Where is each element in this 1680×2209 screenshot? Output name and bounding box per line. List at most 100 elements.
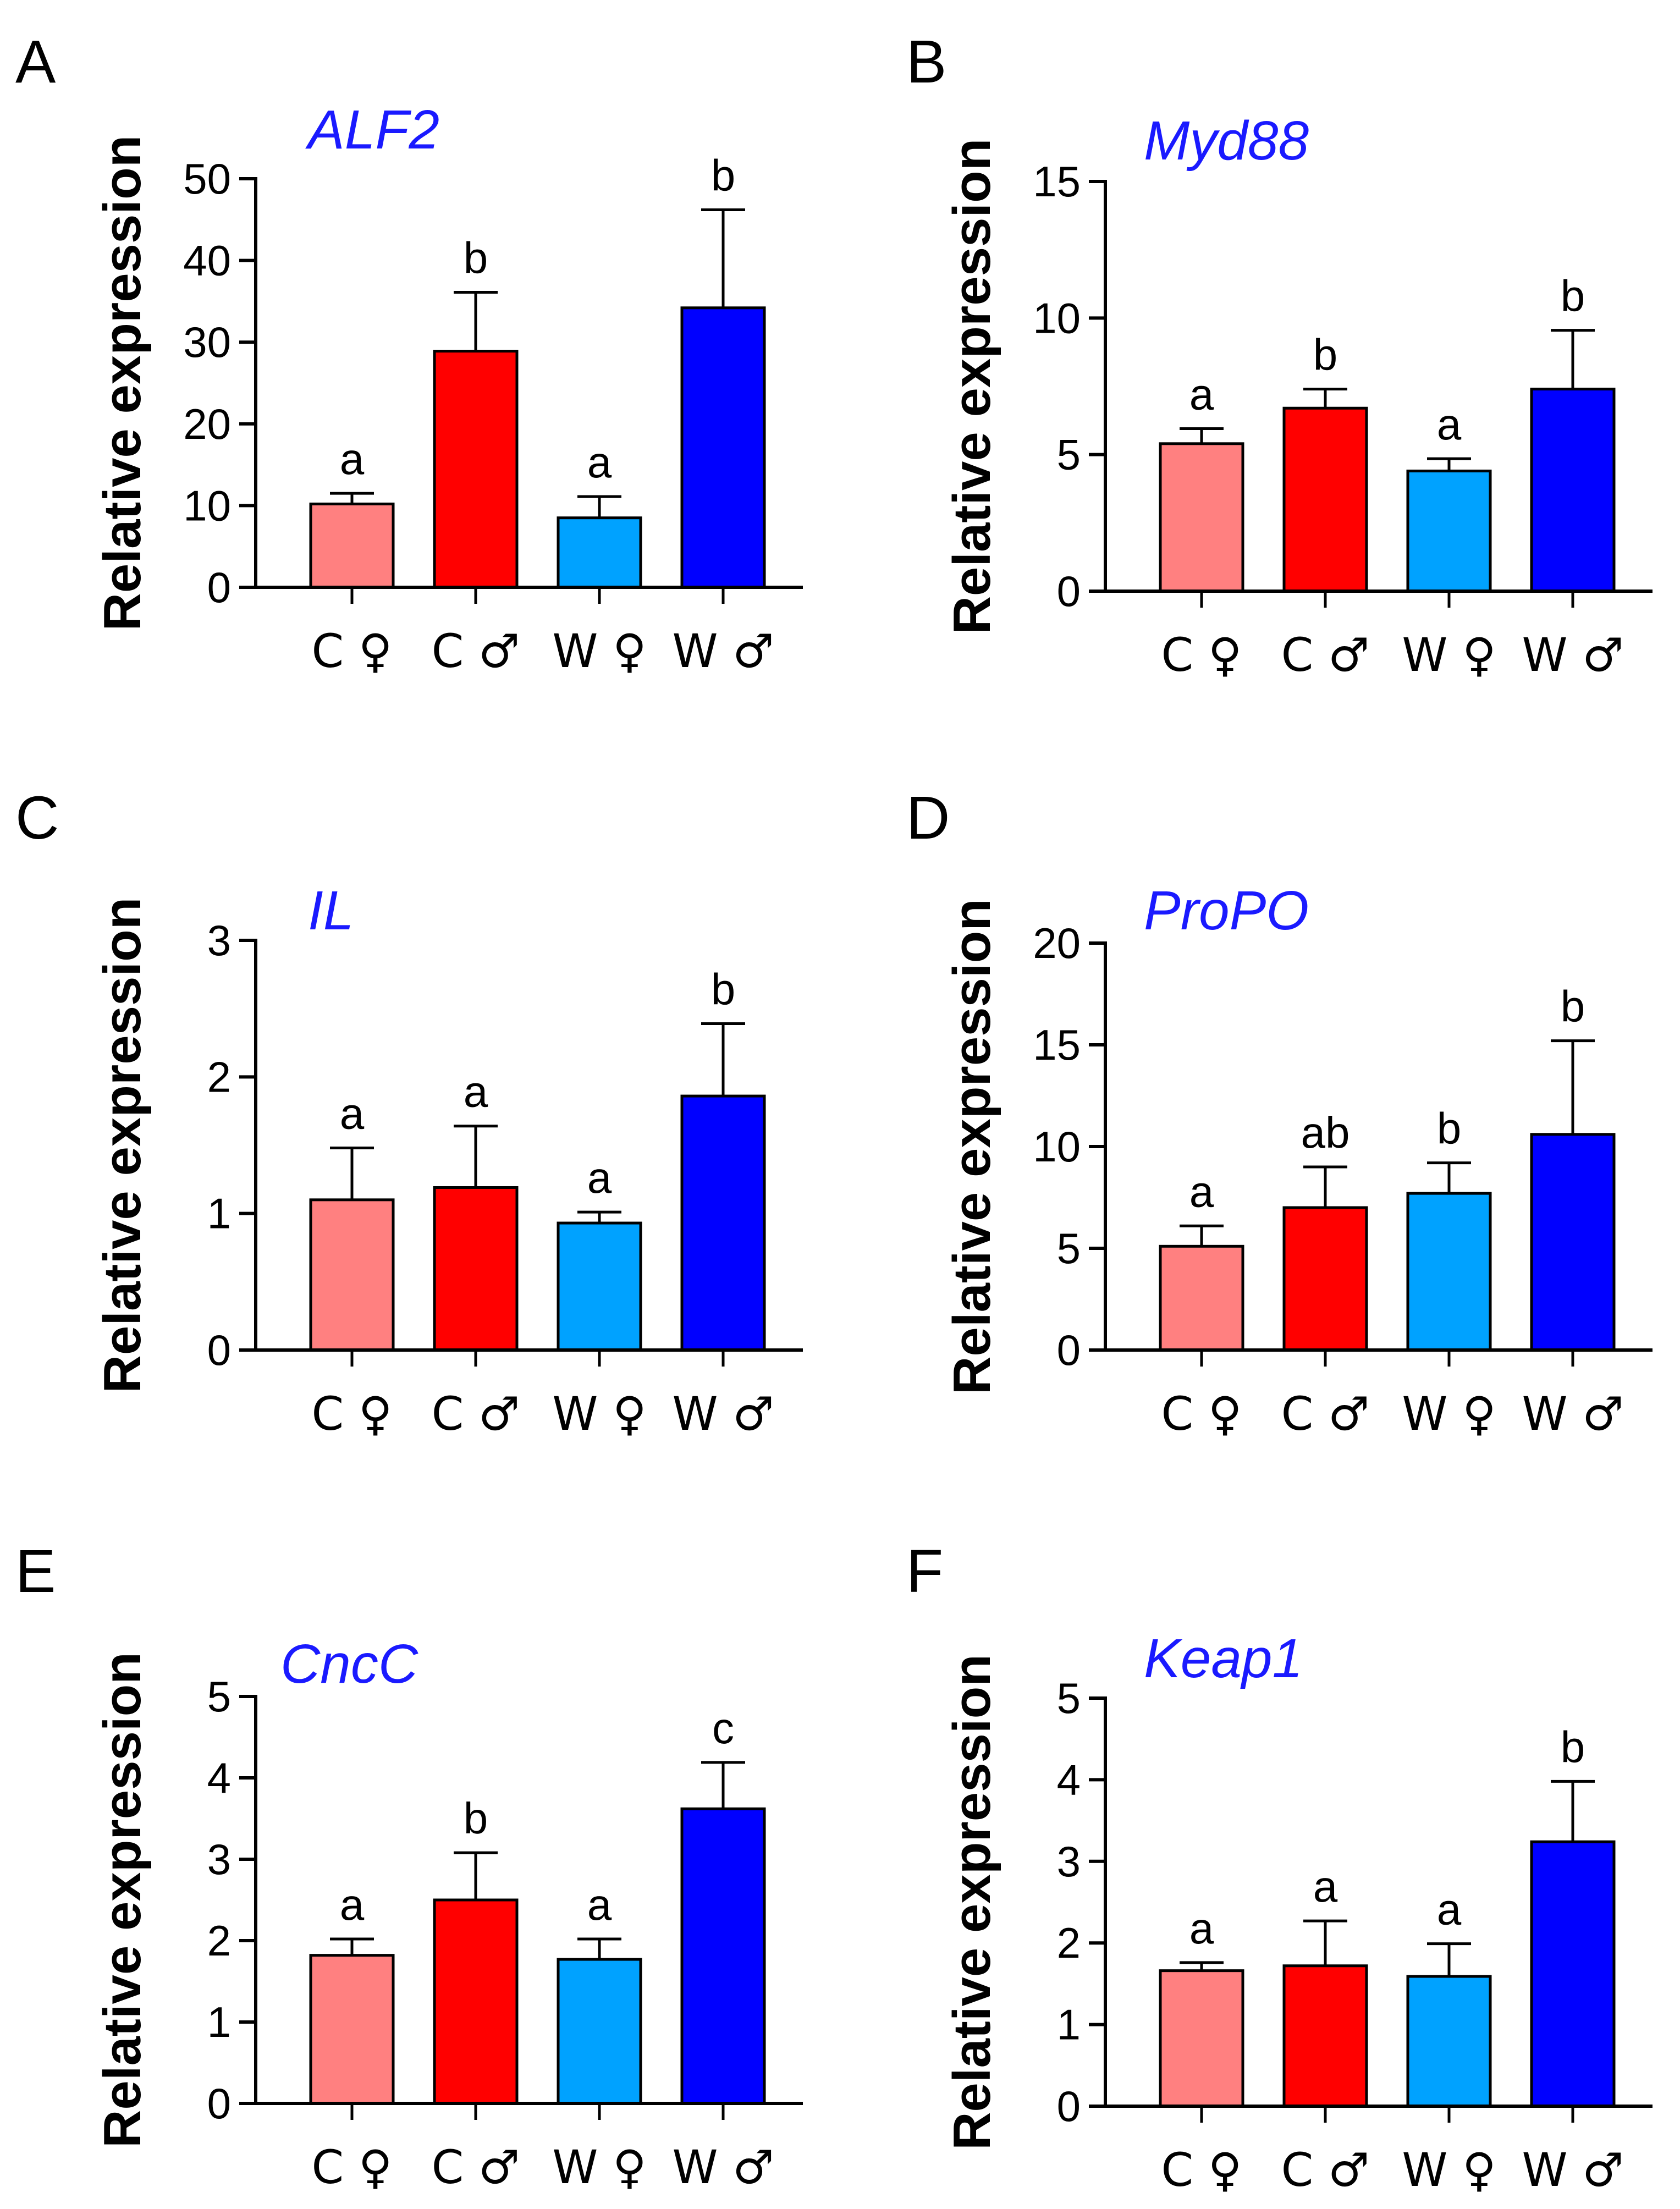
panel-letter: C	[15, 784, 59, 852]
y-tick-label: 15	[1033, 157, 1081, 206]
y-tick-label: 0	[1057, 2082, 1081, 2130]
significance-label: a	[1189, 1167, 1214, 1216]
significance-label: b	[1561, 272, 1585, 321]
bar-c-male	[1282, 1206, 1368, 1352]
bar-c-male	[1282, 1964, 1368, 2108]
y-tick-label: 0	[1057, 567, 1081, 615]
x-tick-label: W ♀	[1402, 1387, 1496, 1441]
y-tick-label: 3	[207, 1835, 231, 1883]
y-axis-label: Relative expression	[943, 899, 1001, 1395]
x-tick-label: C ♀	[312, 2140, 393, 2194]
bar-c-female	[1159, 1969, 1244, 2108]
y-axis-label: Relative expression	[943, 139, 1001, 635]
x-tick-label: C ♂	[1281, 1387, 1370, 1441]
bar-c-female	[309, 502, 395, 589]
x-tick-label: C ♂	[1281, 628, 1370, 682]
significance-label: b	[1561, 982, 1585, 1031]
significance-label: a	[1437, 400, 1462, 449]
y-tick-label: 4	[1057, 1755, 1081, 1804]
x-tick-label: W ♀	[1402, 628, 1496, 682]
panel-letter: F	[906, 1538, 943, 1605]
gene-title: IL	[308, 880, 354, 941]
bar-w-male	[680, 1807, 766, 2105]
gene-title: ALF2	[305, 99, 439, 161]
y-tick-label: 5	[1057, 1674, 1081, 1722]
bar-c-male	[433, 1186, 519, 1352]
y-tick-label: 10	[183, 481, 231, 530]
significance-label: b	[1437, 1104, 1462, 1153]
x-tick-label: W ♀	[552, 1387, 646, 1441]
chart-panel-f: F Keap1 Relative expression a C ♀ a C ♂ a W ♀ b W …	[906, 1538, 1653, 2197]
y-axis-label: Relative expression	[93, 897, 152, 1393]
significance-label: a	[1437, 1885, 1462, 1934]
chart-panel-d: D ProPO Relative expression a C ♀ ab C ♂ b W ♀ b W…	[906, 784, 1653, 1441]
y-tick-label: 5	[207, 1672, 231, 1721]
bar-w-female	[1406, 469, 1492, 593]
bar-w-female	[1406, 1975, 1492, 2108]
y-axis-label: Relative expression	[93, 1652, 152, 2148]
bar-w-male	[1530, 1840, 1616, 2108]
x-tick-label: C ♂	[1281, 2143, 1370, 2197]
y-tick-label: 2	[207, 1916, 231, 1965]
significance-label: ab	[1301, 1108, 1350, 1157]
significance-label: a	[587, 1880, 612, 1929]
gene-title: Myd88	[1144, 110, 1309, 172]
significance-label: a	[1189, 1904, 1214, 1953]
y-tick-label: 1	[207, 1189, 231, 1238]
significance-label: a	[587, 1153, 612, 1202]
significance-label: c	[712, 1704, 734, 1753]
y-tick-label: 10	[1033, 294, 1081, 342]
significance-label: b	[711, 151, 736, 200]
y-tick-label: 20	[183, 400, 231, 448]
bar-w-male	[1530, 1133, 1616, 1352]
bar-c-male	[433, 1898, 519, 2105]
bar-c-male	[1282, 406, 1368, 593]
significance-label: b	[464, 234, 488, 283]
x-tick-label: W ♂	[672, 1387, 774, 1441]
significance-label: b	[464, 1794, 488, 1843]
y-tick-label: 15	[1033, 1021, 1081, 1069]
significance-label: a	[464, 1067, 488, 1116]
y-tick-label: 0	[207, 2079, 231, 2128]
bar-c-male	[433, 350, 519, 589]
panel-letter: D	[906, 784, 950, 852]
bar-w-male	[1530, 387, 1616, 593]
y-tick-label: 0	[207, 563, 231, 612]
significance-label: a	[587, 438, 612, 487]
y-tick-label: 3	[207, 916, 231, 965]
significance-label: b	[1561, 1722, 1585, 1771]
x-tick-label: W ♂	[672, 2140, 774, 2194]
gene-title: ProPO	[1144, 880, 1309, 941]
x-tick-label: C ♀	[1161, 628, 1242, 682]
bar-w-male	[680, 306, 766, 589]
x-tick-label: C ♂	[432, 2140, 520, 2194]
chart-panel-c: C IL Relative expression a C ♀ a C ♂ a W ♀ b W ♂ 0 1…	[15, 784, 803, 1441]
x-tick-label: C ♀	[1161, 2143, 1242, 2197]
gene-title: CncC	[280, 1633, 418, 1695]
x-tick-label: C ♀	[1161, 1387, 1242, 1441]
y-tick-label: 0	[207, 1326, 231, 1374]
y-tick-label: 2	[1057, 1919, 1081, 1967]
gene-title: Keap1	[1144, 1628, 1303, 1689]
y-tick-label: 30	[183, 318, 231, 366]
bar-c-female	[309, 1954, 395, 2105]
y-tick-label: 40	[183, 236, 231, 285]
y-tick-label: 10	[1033, 1122, 1081, 1171]
x-tick-label: C ♂	[432, 624, 520, 678]
bar-c-female	[1159, 442, 1244, 593]
y-tick-label: 50	[183, 155, 231, 203]
panel-letter: A	[15, 28, 56, 96]
y-tick-label: 0	[1057, 1326, 1081, 1374]
significance-label: b	[1313, 330, 1338, 379]
x-tick-label: C ♂	[432, 1387, 520, 1441]
chart-panel-e: E CncC Relative expression a C ♀ b C ♂ a W ♀ c W ♂…	[15, 1538, 803, 2194]
y-tick-label: 20	[1033, 919, 1081, 967]
x-tick-label: W ♀	[552, 624, 646, 678]
significance-label: a	[340, 1089, 365, 1138]
bar-w-female	[557, 516, 642, 589]
y-tick-label: 2	[207, 1053, 231, 1101]
y-tick-label: 3	[1057, 1837, 1081, 1886]
y-tick-label: 5	[1057, 1224, 1081, 1272]
x-tick-label: C ♀	[312, 1387, 393, 1441]
